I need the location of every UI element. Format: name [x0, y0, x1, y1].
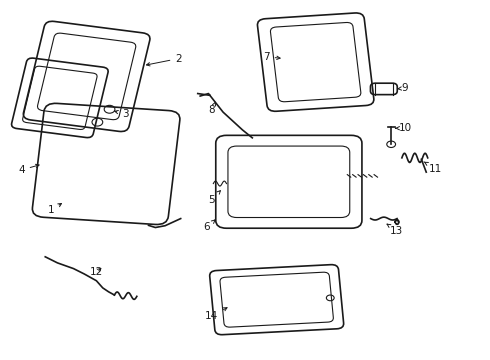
Text: 2: 2 [147, 54, 182, 66]
Text: 8: 8 [208, 102, 216, 115]
Text: 3: 3 [115, 109, 129, 119]
Text: 12: 12 [90, 267, 103, 277]
Text: 4: 4 [18, 164, 39, 175]
Text: 10: 10 [395, 123, 412, 133]
Text: 1: 1 [48, 203, 61, 215]
Text: 13: 13 [387, 224, 403, 236]
Text: 7: 7 [263, 52, 280, 62]
Text: 14: 14 [205, 308, 227, 321]
Text: 5: 5 [208, 191, 220, 204]
Text: 9: 9 [398, 83, 408, 93]
Text: 11: 11 [424, 162, 442, 174]
Text: 6: 6 [203, 220, 215, 232]
